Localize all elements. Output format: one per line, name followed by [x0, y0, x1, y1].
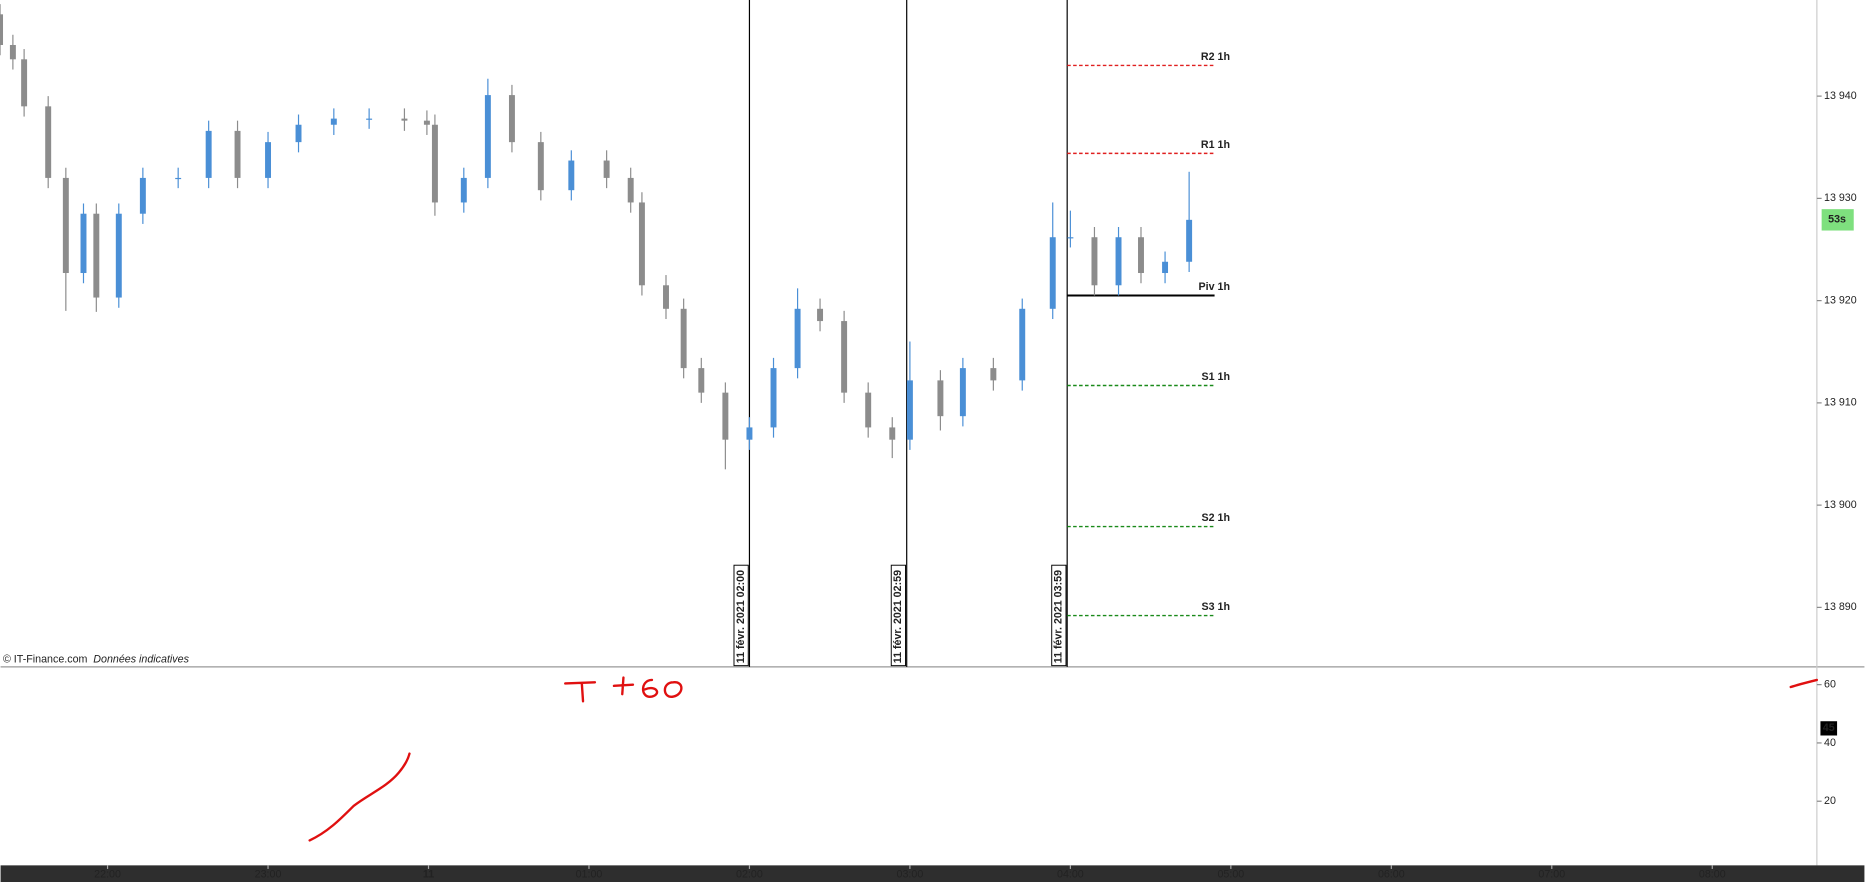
candle-body: [937, 380, 944, 417]
candle-body: [722, 392, 729, 440]
candle-body: [1138, 237, 1144, 274]
candle-body: [484, 95, 491, 178]
marker-label-box: [1051, 564, 1067, 667]
candle-body: [1019, 308, 1026, 381]
x-tick-label: 11: [423, 869, 434, 881]
pivot-level-label: Piv 1h: [1199, 281, 1230, 293]
pivot-level-label: S2 1h: [1202, 512, 1231, 524]
y-tick-label: 13 910: [1824, 397, 1857, 409]
marker-label-text: 11 févr. 2021 03:59: [1053, 570, 1065, 663]
candle-body: [770, 368, 777, 428]
x-tick-label: 01:00: [576, 869, 603, 881]
y-tick-label: 13 940: [1824, 90, 1857, 102]
y-tick-label: 13 930: [1824, 192, 1857, 204]
y-tick-label: 13 920: [1824, 294, 1857, 306]
marker-label: 11 févr. 2021 02:00: [733, 564, 749, 667]
x-tick-label: 23:00: [255, 869, 282, 881]
y-tick-label: 13 900: [1824, 499, 1857, 511]
candle-body: [889, 427, 896, 440]
copyright: © IT-Finance.com: [3, 654, 88, 666]
y-tick-label: 13 890: [1824, 601, 1857, 613]
candle-body: [460, 177, 467, 203]
x-tick-label: 03:00: [897, 869, 924, 881]
candle-body: [680, 308, 687, 369]
pivot-level-label: R2 1h: [1201, 51, 1230, 63]
candle-body: [265, 142, 272, 178]
candle-body: [603, 160, 610, 178]
x-tick-label: 04:00: [1057, 869, 1084, 881]
timer-box: [1821, 209, 1854, 231]
candle-body: [1049, 237, 1056, 309]
x-tick-label: 07:00: [1538, 869, 1565, 881]
candle-body: [115, 213, 122, 298]
marker-label-text: 11 févr. 2021 02:59: [892, 570, 904, 663]
candle-body: [21, 59, 28, 107]
note: Données indicatives: [93, 654, 189, 666]
last-value-box: [1820, 721, 1838, 736]
candle-body: [431, 124, 438, 203]
x-tick-label: 08:00: [1699, 869, 1726, 881]
candle-body: [990, 368, 997, 381]
pivot-level-label: S1 1h: [1202, 371, 1231, 383]
candle-body: [865, 392, 872, 428]
candle-body: [366, 118, 373, 120]
candle-body: [959, 368, 966, 417]
candle-body: [841, 321, 848, 393]
annotation-drawing: [308, 676, 1819, 842]
candle-body: [638, 202, 645, 286]
x-tick-label: 22:00: [94, 869, 121, 881]
candle-body: [175, 177, 182, 180]
annotation-drawing: [564, 681, 597, 703]
candle-body: [627, 177, 634, 203]
candle-body: [746, 427, 753, 440]
candle-body: [537, 142, 544, 191]
annotation-drawing: [612, 676, 683, 698]
candle-body: [80, 213, 87, 274]
candle-body: [401, 118, 408, 121]
candle-body: [1067, 237, 1074, 239]
annotation-drawing: [1789, 678, 1819, 689]
candle-body: [45, 106, 52, 178]
x-tick-label: 02:00: [736, 869, 763, 881]
candle-body: [1115, 237, 1122, 286]
candle-body: [663, 285, 669, 309]
candle-body: [9, 44, 16, 60]
candle-body: [508, 95, 515, 143]
candle-body: [0, 14, 4, 45]
candle-body: [295, 124, 302, 143]
candle-body: [1186, 219, 1193, 262]
last-value-label: 45: [1823, 722, 1835, 734]
marker-label-text: 11 févr. 2021 02:00: [735, 570, 747, 663]
candle-body: [1091, 237, 1098, 286]
candle-body: [794, 308, 801, 369]
marker-label-box: [733, 564, 749, 667]
time-axis-band: [0, 865, 1865, 882]
y-tick-label: 60: [1824, 678, 1836, 690]
candle-body: [1162, 261, 1169, 274]
x-tick-label: 05:00: [1217, 869, 1244, 881]
candle-body: [906, 380, 913, 440]
marker-label: 11 févr. 2021 03:59: [1051, 564, 1067, 667]
pivot-level-label: R1 1h: [1201, 139, 1230, 151]
pivot-level-label: S3 1h: [1202, 601, 1231, 613]
marker-label-box: [890, 564, 906, 667]
timer: 53s: [1828, 214, 1846, 226]
marker-label: 11 févr. 2021 02:59: [890, 564, 906, 667]
candle-body: [234, 130, 241, 178]
candle-body: [139, 177, 146, 214]
y-tick-label: 20: [1824, 795, 1836, 807]
candle-body: [568, 160, 575, 191]
candle-body: [93, 213, 100, 298]
candle-body: [817, 308, 824, 322]
candle-body: [62, 177, 69, 274]
candle-body: [205, 130, 212, 178]
candle-body: [330, 118, 337, 125]
candle-body: [423, 120, 430, 125]
x-tick-label: 06:00: [1378, 869, 1405, 881]
y-tick-label: 40: [1824, 737, 1836, 749]
candle-body: [698, 368, 705, 393]
annotation-drawing: [308, 752, 411, 842]
